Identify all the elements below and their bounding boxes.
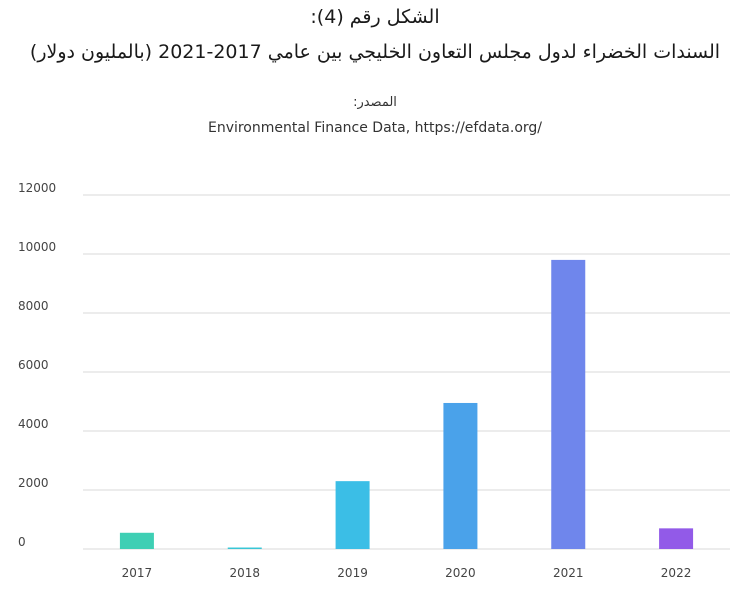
bars (119, 259, 694, 549)
bar-2019 (335, 481, 370, 549)
y-tick-label: 0 (18, 535, 26, 549)
x-tick-label: 2019 (337, 566, 368, 580)
x-axis-ticks: 2017 2018 2019 2020 2021 2022 (122, 566, 692, 580)
chart-title: السندات الخضراء لدول مجلس التعاون الخليج… (29, 41, 721, 63)
gridlines (83, 194, 730, 550)
x-tick-label: 2022 (661, 566, 692, 580)
bar-2020 (443, 402, 478, 549)
y-tick-label: 10000 (18, 240, 56, 254)
y-axis-ticks: 0 2000 4000 6000 8000 10000 12000 (18, 181, 56, 549)
x-tick-label: 2017 (122, 566, 153, 580)
bar-2021 (551, 259, 586, 549)
figure-label: الشكل رقم (4): (310, 6, 440, 28)
x-tick-label: 2020 (445, 566, 476, 580)
x-tick-label: 2018 (229, 566, 260, 580)
y-tick-label: 6000 (18, 358, 49, 372)
bar-2022 (659, 528, 694, 549)
y-tick-label: 12000 (18, 181, 56, 195)
y-tick-label: 2000 (18, 476, 49, 490)
source-label: المصدر: (353, 95, 397, 110)
y-tick-label: 8000 (18, 299, 49, 313)
bar-2018 (227, 547, 262, 549)
source-citation: Environmental Finance Data, https://efda… (207, 120, 543, 136)
bar-2017 (119, 532, 154, 549)
y-tick-label: 4000 (18, 417, 49, 431)
x-tick-label: 2021 (553, 566, 584, 580)
